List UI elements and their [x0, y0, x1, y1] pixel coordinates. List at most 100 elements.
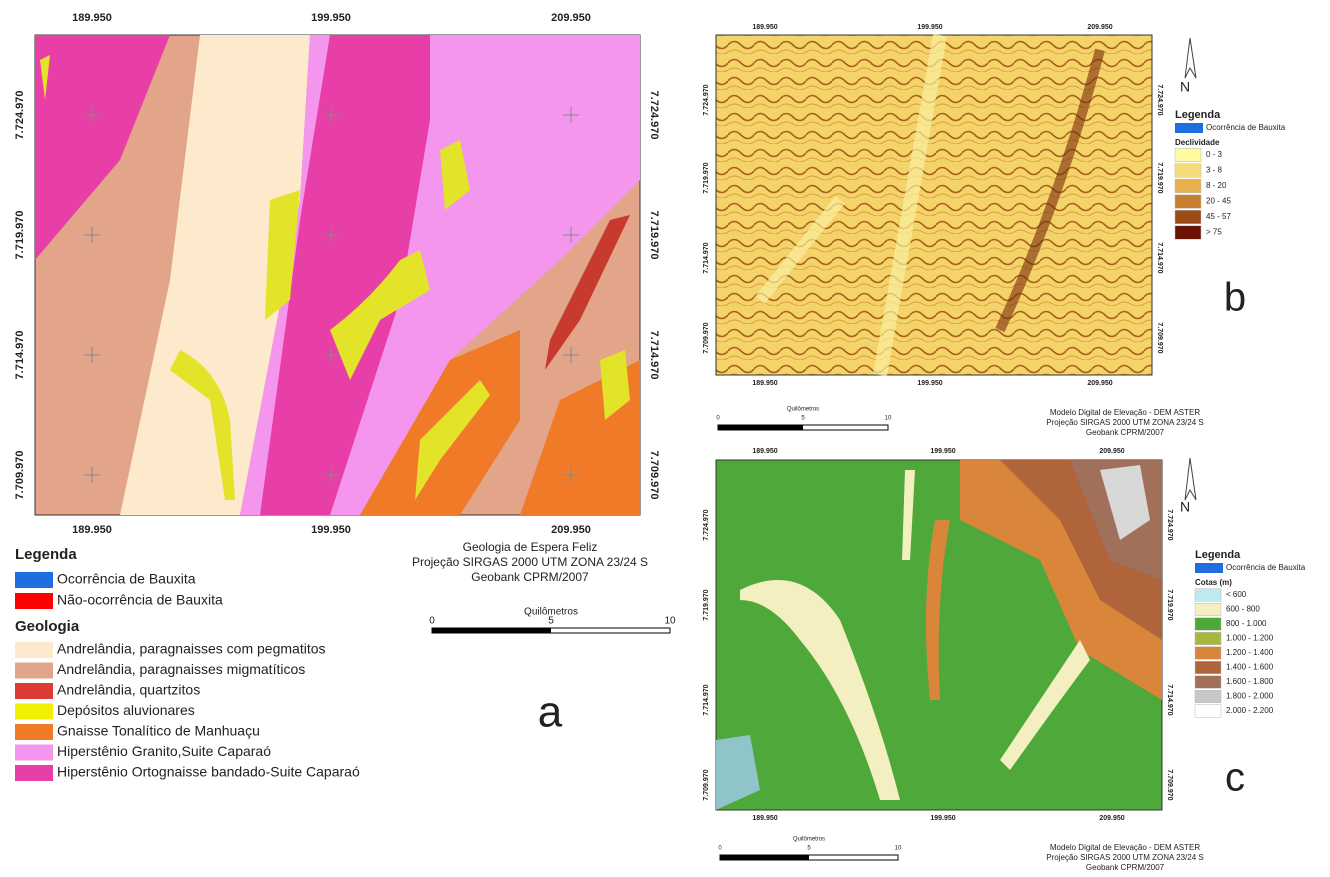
legend-swatch	[1195, 589, 1221, 602]
legend-label: 2.000 - 2.200	[1226, 706, 1274, 715]
coord-label: 7.719.970	[14, 211, 26, 260]
legend-swatch	[1195, 563, 1223, 573]
legend-swatch	[15, 724, 53, 740]
coord-label: 7.714.970	[14, 331, 26, 380]
coord-label: 189.950	[752, 448, 777, 455]
coord-label: 209.950	[551, 524, 591, 536]
scale-label: 0	[429, 616, 435, 627]
caption: Geobank CPRM/2007	[1086, 428, 1165, 437]
legend-swatch	[1175, 148, 1201, 162]
north-label: N	[1180, 79, 1190, 95]
scale-label: 10	[895, 846, 902, 852]
coord-label: 7.709.970	[703, 322, 710, 353]
coord-label: 209.950	[551, 12, 591, 24]
map-a	[35, 35, 640, 515]
caption: Modelo Digital de Elevação - DEM ASTER	[1050, 843, 1201, 852]
legend-swatch	[1195, 676, 1221, 689]
coord-label: 7.719.970	[648, 211, 660, 260]
coord-label: 7.709.970	[703, 769, 710, 800]
legend-label: 45 - 57	[1206, 212, 1231, 221]
map-c	[716, 460, 1162, 810]
legend-label: > 75	[1206, 228, 1222, 237]
legend-swatch	[1175, 210, 1201, 224]
coord-label: 7.724.970	[703, 509, 710, 540]
legend-swatch	[15, 704, 53, 720]
legend-label: Andrelândia, quartzitos	[57, 682, 200, 698]
legend-swatch	[1175, 195, 1201, 209]
coord-label: 7.719.970	[703, 589, 710, 620]
scale-bar	[432, 628, 551, 633]
coord-label: 7.719.970	[1156, 162, 1163, 193]
coord-label: 7.724.970	[14, 91, 26, 140]
coord-label: 189.950	[72, 524, 112, 536]
panel-letter: c	[1225, 756, 1245, 800]
legend-label: 1.600 - 1.800	[1226, 677, 1274, 686]
legend-label: Hiperstênio Granito,Suite Caparaó	[57, 743, 271, 759]
scale-label: 10	[664, 616, 676, 627]
legend-label: Andrelândia, paragnaisses migmatíticos	[57, 661, 305, 677]
coord-label: 7.709.970	[648, 451, 660, 500]
scale-bar	[720, 855, 809, 860]
coord-label: 199.950	[917, 380, 942, 387]
legend-title: Geologia	[15, 618, 80, 635]
scale-label: 0	[718, 846, 722, 852]
legend-label: 1.800 - 2.000	[1226, 692, 1274, 701]
legend-label: 600 - 800	[1226, 605, 1260, 614]
legend-swatch	[15, 642, 53, 658]
legend-swatch	[1175, 164, 1201, 178]
legend-swatch	[15, 663, 53, 679]
legend-swatch	[15, 683, 53, 699]
legend-swatch	[15, 745, 53, 761]
coord-label: 7.724.970	[1166, 509, 1173, 540]
legend-label: Ocorrência de Bauxita	[1206, 123, 1286, 132]
caption: Geobank CPRM/2007	[471, 570, 589, 584]
panel-letter: b	[1224, 276, 1246, 320]
legend-label: 800 - 1.000	[1226, 619, 1267, 628]
scale-label: 5	[807, 846, 811, 852]
coord-label: 7.719.970	[703, 162, 710, 193]
legend-title: Cotas (m)	[1195, 578, 1232, 587]
legend-swatch	[1195, 705, 1221, 718]
legend-swatch	[1195, 647, 1221, 660]
caption: Modelo Digital de Elevação - DEM ASTER	[1050, 408, 1201, 417]
legend-title: Declividade	[1175, 138, 1220, 147]
coord-label: 199.950	[311, 12, 351, 24]
coord-label: 189.950	[752, 24, 777, 31]
coord-label: 199.950	[917, 24, 942, 31]
coord-label: 209.950	[1099, 448, 1124, 455]
caption: Projeção SIRGAS 2000 UTM ZONA 23/24 S	[412, 555, 648, 569]
legend-label: Gnaisse Tonalítico de Manhuaçu	[57, 723, 260, 739]
north-arrow	[1185, 38, 1196, 500]
scale-title: Quilômetros	[793, 837, 825, 843]
coord-label: 7.724.970	[703, 84, 710, 115]
legend-label: 3 - 8	[1206, 166, 1223, 175]
coord-label: 7.709.970	[1166, 769, 1173, 800]
legend-label: 20 - 45	[1206, 197, 1231, 206]
scale-label: 0	[716, 416, 720, 422]
scale-label: 5	[801, 416, 805, 422]
legend-label: Depósitos aluvionares	[57, 702, 195, 718]
coord-label: 7.714.970	[1166, 684, 1173, 715]
legend-label: 8 - 20	[1206, 181, 1227, 190]
coord-label: 189.950	[72, 12, 112, 24]
scale-title: Quilômetros	[787, 407, 819, 413]
caption: Geologia de Espera Feliz	[463, 540, 598, 554]
legend-label: < 600	[1226, 590, 1247, 599]
legend-swatch	[1175, 179, 1201, 193]
coord-label: 7.714.970	[1156, 242, 1163, 273]
legend-label: 1.000 - 1.200	[1226, 634, 1274, 643]
legend-title: Legenda	[1195, 549, 1241, 561]
caption: Projeção SIRGAS 2000 UTM ZONA 23/24 S	[1046, 853, 1203, 862]
coord-label: 7.724.970	[1156, 84, 1163, 115]
legend-swatch	[1195, 661, 1221, 674]
map-b	[716, 35, 1152, 375]
coord-label: 7.714.970	[648, 331, 660, 380]
coord-label: 7.709.970	[14, 451, 26, 500]
coord-label: 189.950	[752, 815, 777, 822]
coord-label: 209.950	[1087, 24, 1112, 31]
coord-label: 7.714.970	[703, 684, 710, 715]
panel-letter: a	[538, 688, 563, 737]
coord-label: 7.724.970	[648, 91, 660, 140]
legend-title: Legenda	[15, 546, 77, 563]
legend-swatch	[1175, 226, 1201, 240]
